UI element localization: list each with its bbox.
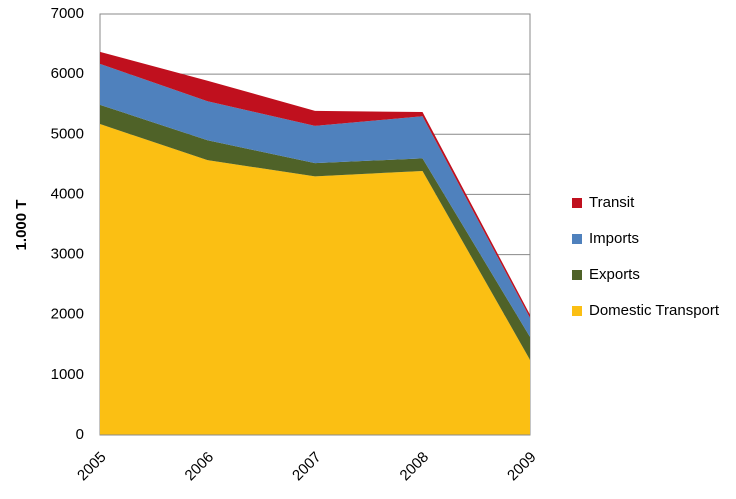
y-axis-label: 1.000 T [13, 200, 30, 251]
y-tick-label: 1000 [51, 366, 84, 383]
x-tick-label: 2009 [504, 449, 540, 485]
area [100, 124, 530, 435]
legend-label: Transit [589, 194, 635, 211]
area [100, 51, 530, 318]
x-tick-label: 2005 [74, 449, 110, 485]
legend-swatch [572, 198, 582, 208]
legend-label: Domestic Transport [589, 302, 720, 319]
y-tick-label: 6000 [51, 65, 84, 82]
area [100, 104, 530, 360]
legend-swatch [572, 270, 582, 280]
y-tick-label: 0 [76, 426, 84, 443]
y-tick-label: 5000 [51, 125, 84, 142]
legend-swatch [572, 306, 582, 316]
y-tick-label: 7000 [51, 5, 84, 22]
area [100, 63, 530, 337]
legend-label: Imports [589, 230, 639, 247]
y-tick-label: 3000 [51, 246, 84, 263]
x-tick-label: 2006 [182, 449, 218, 485]
y-tick-label: 4000 [51, 185, 84, 202]
x-tick-label: 2007 [289, 449, 325, 485]
legend-swatch [572, 234, 582, 244]
legend-label: Exports [589, 266, 640, 283]
x-tick-label: 2008 [397, 449, 433, 485]
y-tick-label: 2000 [51, 306, 84, 323]
